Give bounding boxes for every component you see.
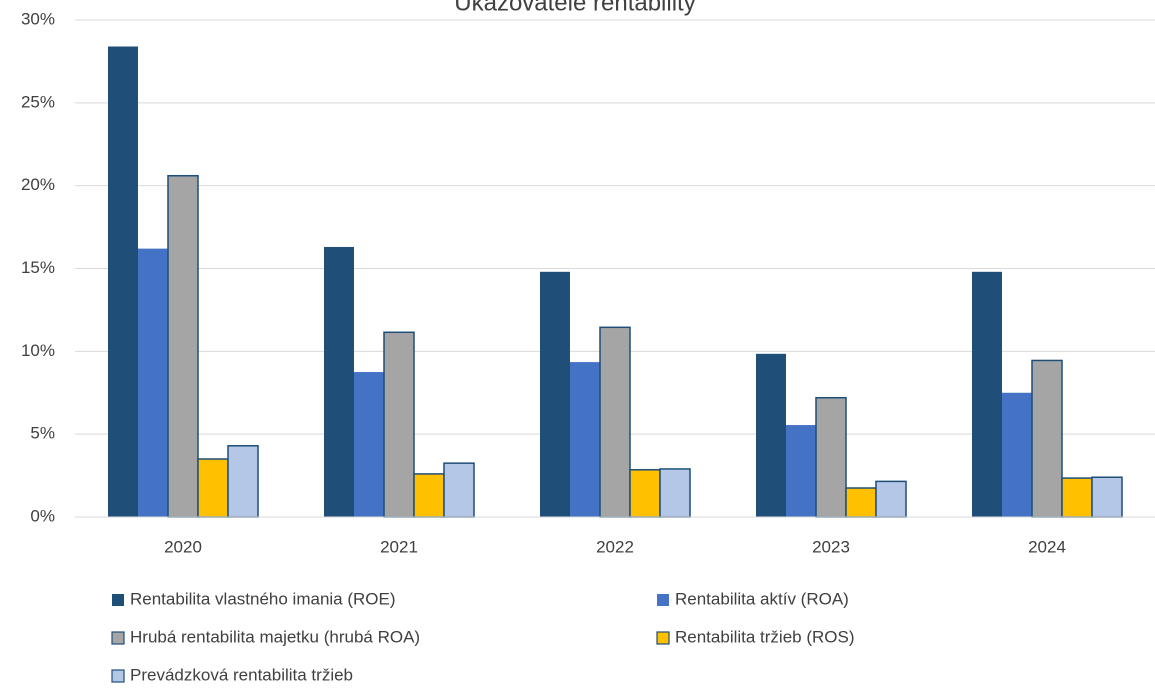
legend-swatch — [111, 669, 125, 683]
y-tick-label: 30% — [21, 9, 55, 28]
legend-swatch — [111, 631, 125, 645]
bar — [599, 326, 631, 518]
bar — [629, 469, 661, 518]
bar — [443, 462, 475, 518]
bar — [972, 271, 1002, 517]
bar — [815, 396, 847, 518]
bar — [1031, 359, 1063, 518]
bar — [570, 362, 600, 517]
y-tick-label: 15% — [21, 258, 55, 277]
bar — [1061, 477, 1093, 518]
x-tick-label: 2021 — [380, 537, 418, 556]
chart-title: Ukazovatele rentability — [454, 0, 695, 16]
bar — [167, 174, 199, 518]
bar — [413, 473, 445, 518]
bar — [786, 425, 816, 517]
legend-label: Prevádzková rentabilita tržieb — [130, 665, 353, 684]
bar — [845, 487, 877, 518]
bar — [108, 46, 138, 518]
bar — [227, 445, 259, 518]
bar — [875, 480, 907, 518]
y-tick-label: 10% — [21, 341, 55, 360]
legend-label: Rentabilita vlastného imania (ROE) — [130, 589, 396, 608]
bar — [540, 271, 570, 517]
bar — [756, 353, 786, 517]
bar — [324, 246, 354, 518]
x-tick-label: 2020 — [164, 537, 202, 556]
legend-swatch — [112, 594, 124, 606]
y-tick-label: 25% — [21, 92, 55, 111]
bar — [1091, 476, 1123, 518]
x-tick-label: 2022 — [596, 537, 634, 556]
bar — [659, 468, 691, 518]
legend-label: Rentabilita aktív (ROA) — [675, 589, 849, 608]
x-tick-label: 2024 — [1028, 537, 1066, 556]
legend-label: Hrubá rentabilita majetku (hrubá ROA) — [130, 627, 420, 646]
legend-label: Rentabilita tržieb (ROS) — [675, 627, 855, 646]
y-tick-label: 5% — [30, 424, 55, 443]
bar — [197, 458, 229, 518]
y-tick-label: 0% — [30, 506, 55, 525]
legend-swatch — [656, 631, 670, 645]
bar — [138, 248, 168, 517]
bar — [1002, 392, 1032, 517]
legend-swatch — [657, 594, 669, 606]
x-tick-label: 2023 — [812, 537, 850, 556]
bar — [383, 331, 415, 518]
bar — [354, 372, 384, 517]
y-tick-label: 20% — [21, 175, 55, 194]
